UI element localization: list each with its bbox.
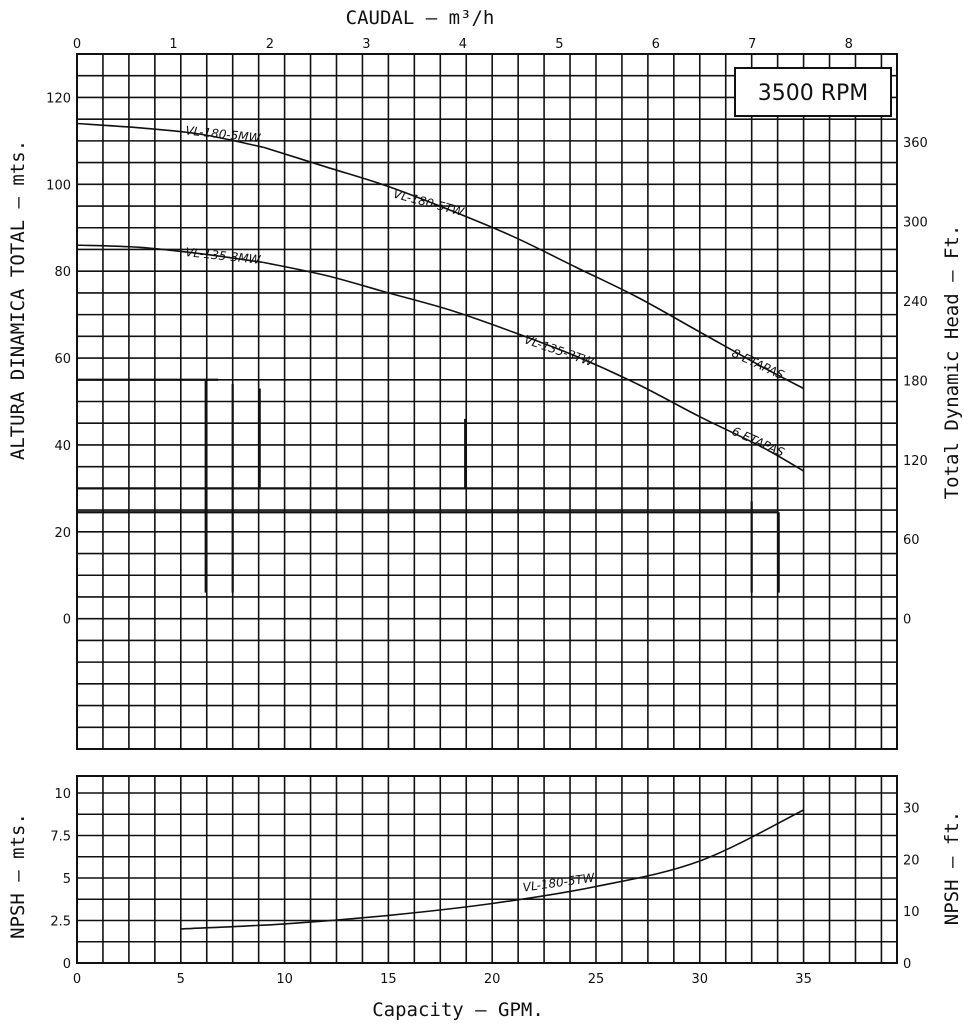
head-plot-frame	[76, 53, 898, 750]
left-tick-label: 40	[54, 439, 71, 454]
top-tick-label: 3	[362, 37, 370, 52]
left-tick-label: 60	[54, 352, 71, 367]
rpm-badge-text: 3500 RPM	[758, 81, 869, 106]
bottom-tick-label: 25	[588, 972, 605, 987]
top-tick-label: 5	[555, 37, 563, 52]
right-tick-label: 360	[903, 136, 928, 151]
top-tick-label: 0	[73, 37, 81, 52]
npsh-left-tick-label: 7.5	[50, 830, 71, 845]
npsh-left-tick-label: 5	[63, 872, 71, 887]
curve-vl-135-3tw	[263, 261, 804, 472]
top-tick-label: 8	[845, 37, 853, 52]
right-tick-label: 120	[903, 454, 928, 469]
curve-label: VL-135-3TW	[522, 332, 596, 369]
head-curve-labels: VL-180-5MW VL-180-5TW VL-135-3MW VL-135-3TW…	[185, 123, 787, 459]
npsh-curves	[180, 809, 804, 930]
rpm-badge: 3500 RPM	[734, 67, 892, 117]
bottom-tick-label: 35	[795, 972, 812, 987]
npsh-plot-frame	[76, 775, 898, 964]
right-tick-label: 180	[903, 374, 928, 389]
left-tick-label: 0	[63, 613, 71, 628]
curve-vl-180-5mw	[76, 122, 264, 149]
bottom-tick-label: 30	[692, 972, 709, 987]
npsh-right-tick-label: 0	[903, 957, 911, 972]
bottom-tick-label: 15	[380, 972, 397, 987]
npsh-grid	[76, 776, 897, 964]
npsh-right-axis-title: NPSH – ft.	[941, 811, 963, 925]
head-grid	[76, 53, 897, 750]
curve-label: VL-135-3MW	[185, 245, 263, 267]
npsh-left-tick-label: 0	[63, 957, 71, 972]
npsh-curve-vl-180-5tw	[180, 809, 804, 930]
left-axis-title: ALTURA DINAMICA TOTAL – mts.	[7, 140, 29, 460]
npsh-curve-labels: VL-180-5TW	[522, 870, 597, 894]
bottom-tick-label: 10	[276, 972, 293, 987]
grid-overlay-bars	[77, 378, 780, 593]
curve-label: VL-180-5MW	[185, 123, 263, 145]
curve-vl-180-5tw	[263, 146, 804, 390]
left-tick-label: 120	[46, 91, 71, 106]
npsh-left-tick-label: 2.5	[50, 915, 71, 930]
npsh-right-tick-label: 20	[903, 853, 920, 868]
curve-vl-135-3mw	[76, 244, 264, 264]
bottom-tick-label: 20	[484, 972, 501, 987]
npsh-left-tick-label: 10	[54, 787, 71, 802]
top-tick-label: 4	[459, 37, 467, 52]
bottom-tick-label: 0	[73, 972, 81, 987]
left-tick-label: 20	[54, 526, 71, 541]
bottom-axis-title: Capacity – GPM.	[372, 999, 544, 1021]
head-tick-labels: 0 1 2 3 4 5 6 7 80204060801001200601201802403003…	[46, 37, 928, 628]
head-curves	[76, 122, 804, 472]
top-tick-label: 1	[169, 37, 177, 52]
top-tick-label: 6	[652, 37, 660, 52]
npsh-right-tick-label: 10	[903, 905, 920, 920]
npsh-curve-label: VL-180-5TW	[522, 870, 597, 894]
top-tick-label: 2	[266, 37, 274, 52]
npsh-left-axis-title: NPSH – mts.	[7, 813, 29, 939]
top-axis-title: CAUDAL – m³/h	[346, 7, 495, 29]
npsh-tick-labels: 0 5 10 15 20 25 30 35 0 2.5 5 7.5 10 0 10 20 30	[50, 787, 919, 987]
bottom-tick-label: 5	[177, 972, 185, 987]
left-tick-label: 100	[46, 178, 71, 193]
left-tick-label: 80	[54, 265, 71, 280]
curve-label: VL-180-5TW	[392, 187, 467, 220]
right-tick-label: 60	[903, 533, 920, 548]
top-tick-label: 7	[748, 37, 756, 52]
right-tick-label: 0	[903, 613, 911, 628]
right-axis-title: Total Dynamic Head – Ft.	[941, 225, 963, 500]
right-tick-label: 240	[903, 295, 928, 310]
npsh-right-tick-label: 30	[903, 802, 920, 817]
right-tick-label: 300	[903, 215, 928, 230]
